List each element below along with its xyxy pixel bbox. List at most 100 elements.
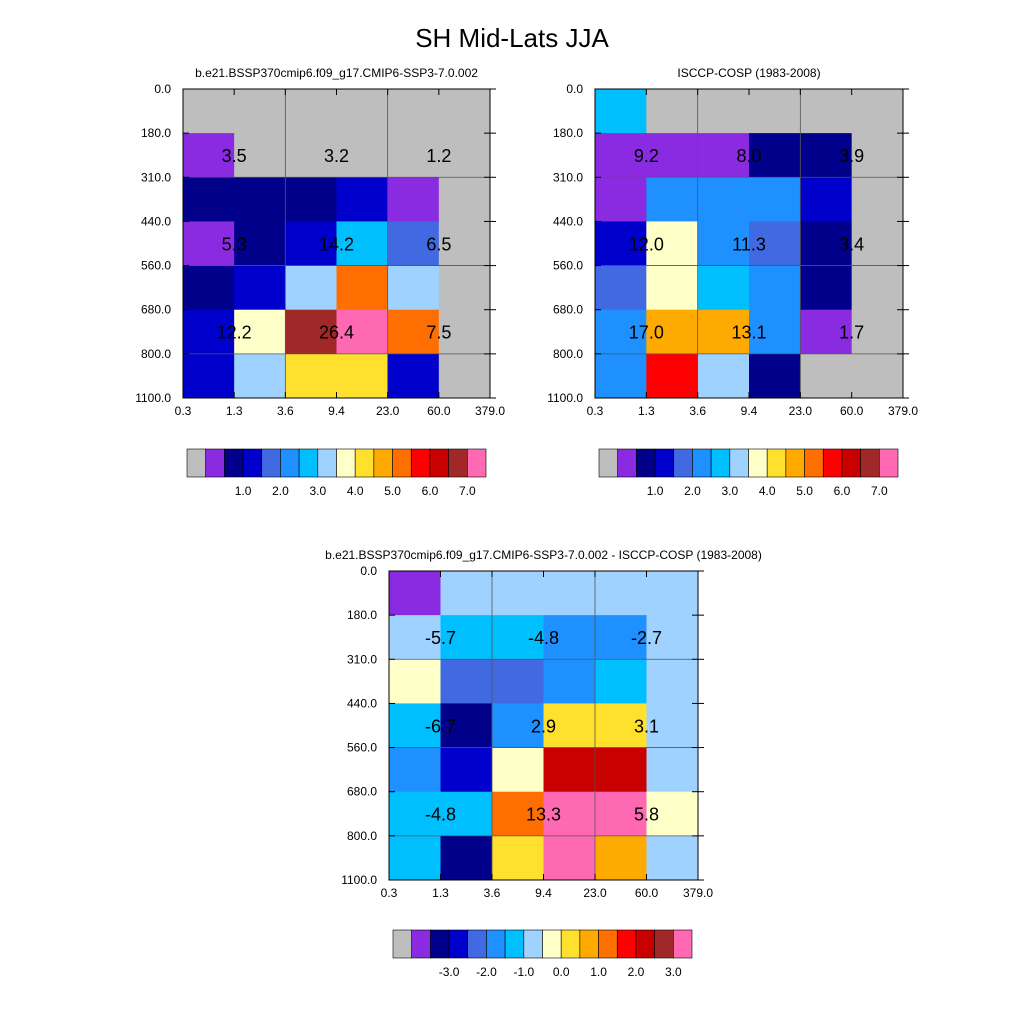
- colorbar-label: 2.0: [628, 965, 645, 979]
- colorbar-swatch: [636, 448, 656, 478]
- heatmap-cell: [800, 265, 853, 311]
- heatmap-cell: [595, 659, 647, 704]
- heatmap-cell: [800, 221, 853, 267]
- heatmap-cell: [285, 133, 337, 178]
- heatmap-cell: [697, 177, 750, 222]
- x-tick-label: 3.6: [689, 404, 706, 418]
- cell-value-label: -4.8: [528, 628, 559, 648]
- heatmap-cell: [285, 89, 337, 134]
- heatmap-cell: [387, 89, 440, 134]
- y-tick-label: 800.0: [553, 347, 583, 361]
- y-tick-label: 1100.0: [135, 391, 171, 405]
- heatmap-cell: [438, 353, 491, 399]
- colorbar-swatch: [804, 448, 824, 478]
- cell-value-label: 11.3: [732, 234, 766, 254]
- heatmap-cell: [697, 309, 750, 355]
- heatmap-cell: [543, 747, 596, 793]
- colorbar-swatch: [879, 448, 899, 478]
- colorbar-swatch: [673, 448, 693, 478]
- subplot-title: ISCCP-COSP (1983-2008): [677, 66, 820, 80]
- subplot-title: b.e21.BSSP370cmip6.f09_g17.CMIP6-SSP3-7.…: [325, 548, 762, 562]
- heatmap-cell: [285, 177, 337, 222]
- heatmap-cell: [595, 177, 647, 222]
- x-tick-label: 1.3: [638, 404, 655, 418]
- heatmap-cell: [492, 835, 544, 881]
- colorbar-swatch: [860, 448, 880, 478]
- colorbar-label: 1.0: [590, 965, 607, 979]
- colorbar-swatch: [616, 929, 637, 959]
- heatmap-cell: [387, 265, 440, 311]
- colorbar-label: 3.0: [665, 965, 682, 979]
- heatmap-cell: [234, 177, 286, 222]
- heatmap-cell: [336, 221, 389, 267]
- y-tick-label: 800.0: [141, 347, 171, 361]
- colorbar-swatch: [598, 448, 618, 478]
- cell-value-label: 13.3: [526, 805, 561, 825]
- cell-value-label: -2.7: [631, 628, 662, 648]
- colorbar-label: 6.0: [834, 484, 851, 498]
- heatmap-cell: [646, 703, 699, 749]
- cell-value-label: -5.7: [425, 628, 456, 648]
- colorbar-swatch: [766, 448, 787, 478]
- heatmap-cell: [595, 747, 647, 793]
- heatmap-cell: [646, 615, 699, 660]
- colorbar-swatch: [430, 929, 450, 959]
- x-tick-label: 379.0: [888, 404, 918, 418]
- heatmap-cell: [492, 791, 544, 837]
- colorbar-swatch: [411, 929, 431, 959]
- heatmap-cell: [492, 615, 544, 660]
- heatmap-cell: [389, 571, 441, 616]
- heatmap-cell: [438, 309, 491, 355]
- y-tick-label: 680.0: [553, 303, 583, 317]
- heatmap-cell: [851, 177, 904, 222]
- heatmap-cell: [183, 221, 235, 267]
- colorbar-swatch: [410, 448, 431, 478]
- heatmap-cell: [440, 791, 493, 837]
- heatmap-cell: [285, 221, 337, 267]
- heatmap-cell: [749, 353, 801, 399]
- x-tick-label: 23.0: [376, 404, 400, 418]
- x-tick-label: 9.4: [535, 886, 552, 900]
- y-tick-label: 440.0: [553, 214, 583, 228]
- y-tick-label: 560.0: [141, 259, 171, 273]
- heatmap-cell: [646, 309, 699, 355]
- heatmap-cell: [646, 835, 699, 881]
- x-tick-label: 23.0: [789, 404, 813, 418]
- heatmap-cell: [595, 309, 647, 355]
- heatmap-cell: [438, 133, 491, 178]
- heatmap-cell: [749, 89, 801, 134]
- heatmap-cell: [389, 659, 441, 704]
- x-tick-label: 3.6: [277, 404, 294, 418]
- y-tick-label: 180.0: [141, 126, 171, 140]
- colorbar-swatch: [692, 448, 712, 478]
- y-tick-label: 440.0: [347, 696, 377, 710]
- heatmap-cell: [543, 659, 596, 704]
- heatmap-cell: [183, 353, 235, 399]
- x-tick-label: 3.6: [484, 886, 501, 900]
- heatmap-cell: [234, 133, 286, 178]
- heatmap-cell: [646, 89, 699, 134]
- heatmap-cell: [183, 309, 235, 355]
- colorbar-label: 3.0: [721, 484, 738, 498]
- y-tick-label: 560.0: [553, 259, 583, 273]
- x-tick-label: 1.3: [226, 404, 243, 418]
- heatmap-cell: [438, 221, 491, 267]
- x-tick-label: 0.3: [381, 886, 398, 900]
- heatmap-cell: [749, 221, 801, 267]
- y-tick-label: 0.0: [360, 564, 377, 578]
- heatmap-cell: [234, 353, 286, 399]
- heatmap-cell: [234, 265, 286, 311]
- heatmap-cell: [851, 309, 904, 355]
- colorbar-swatch: [635, 929, 655, 959]
- x-tick-label: 60.0: [427, 404, 451, 418]
- heatmap-cell: [646, 791, 699, 837]
- heatmap-cell: [543, 615, 596, 660]
- heatmap-cell: [697, 353, 750, 399]
- colorbar-swatch: [560, 929, 581, 959]
- y-tick-label: 180.0: [347, 608, 377, 622]
- y-tick-label: 310.0: [347, 652, 377, 666]
- heatmap-cell: [492, 659, 544, 704]
- heatmap-cell: [800, 309, 853, 355]
- heatmap-cell: [336, 265, 389, 311]
- colorbar-swatch: [654, 929, 674, 959]
